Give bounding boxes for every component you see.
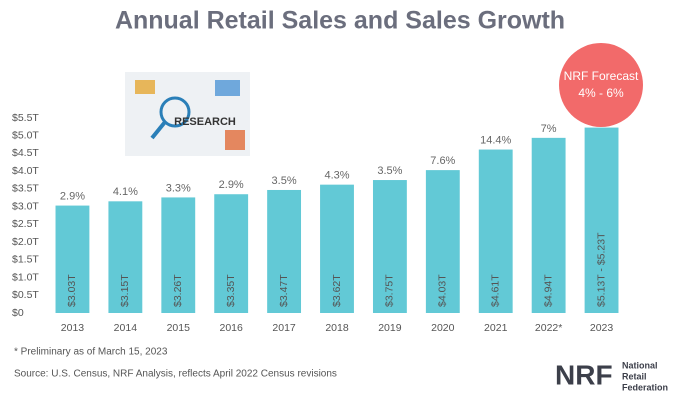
logo-text: National <box>622 360 658 370</box>
x-tick-label: 2015 <box>167 322 191 334</box>
footnote: * Preliminary as of March 15, 2023 <box>14 347 168 358</box>
y-tick-label: $1.0T <box>12 271 39 283</box>
y-tick-label: $5.0T <box>12 130 39 142</box>
y-tick-label: $2.5T <box>12 218 39 230</box>
forecast-badge <box>559 43 643 127</box>
value-label: $4.03T <box>437 274 449 307</box>
value-label: $4.94T <box>542 274 554 307</box>
bar <box>531 137 566 313</box>
value-label: $3.03T <box>66 274 78 307</box>
image-deco <box>215 80 240 96</box>
y-tick-label: $5.5T <box>12 112 39 124</box>
bar <box>161 197 196 313</box>
chart-title: Annual Retail Sales and Sales Growth <box>115 7 565 35</box>
value-label: $3.26T <box>172 274 184 307</box>
bar <box>584 127 619 313</box>
growth-label: 7% <box>541 123 557 135</box>
bar <box>108 201 143 313</box>
growth-label: 14.4% <box>480 134 511 146</box>
growth-label: 4.3% <box>324 170 349 182</box>
x-tick-label: 2018 <box>325 322 349 334</box>
image-handle <box>150 120 167 140</box>
x-tick-label: 2016 <box>220 322 244 334</box>
research-image: RESEARCH <box>125 72 250 156</box>
value-label: $4.61T <box>490 274 502 307</box>
value-label: $3.62T <box>331 274 343 307</box>
growth-label: 2.9% <box>219 179 244 191</box>
growth-label: 3.5% <box>272 175 297 187</box>
image-lens <box>159 96 191 128</box>
forecast-title: NRF Forecast <box>564 69 639 83</box>
image-deco <box>225 130 245 150</box>
source: Source: U.S. Census, NRF Analysis, refle… <box>14 369 337 380</box>
growth-label: 7.6% <box>430 155 455 167</box>
forecast-range: 4% - 6% <box>578 86 624 100</box>
y-tick-label: $3.0T <box>12 200 39 212</box>
logo-mark: NRF <box>555 359 613 390</box>
bar <box>214 194 249 313</box>
logo-text: Retail <box>622 371 647 381</box>
bar <box>478 149 513 313</box>
bar <box>372 180 407 313</box>
value-label: $5.13T - $5.23T <box>595 232 607 307</box>
y-tick-label: $0 <box>12 307 24 319</box>
y-tick-label: $4.0T <box>12 165 39 177</box>
x-tick-label: 2022* <box>535 322 562 334</box>
bar <box>425 170 460 313</box>
y-tick-label: $3.5T <box>12 183 39 195</box>
bar <box>320 184 354 313</box>
logo-text: Federation <box>622 382 668 392</box>
growth-label: 3.5% <box>377 165 402 177</box>
x-tick-label: 2023 <box>590 322 614 334</box>
y-tick-label: $4.5T <box>12 147 39 159</box>
x-tick-label: 2017 <box>272 322 296 334</box>
x-tick-label: 2020 <box>431 322 455 334</box>
y-tick-label: $2.0T <box>12 236 39 248</box>
value-label: $3.15T <box>119 274 131 307</box>
growth-label: 2.9% <box>60 190 85 202</box>
bar <box>55 205 90 313</box>
value-label: $3.47T <box>278 274 290 307</box>
value-label: $3.35T <box>225 274 237 307</box>
bar <box>267 189 302 313</box>
x-tick-label: 2021 <box>484 322 508 334</box>
x-tick-label: 2013 <box>61 322 85 334</box>
image-text: RESEARCH <box>174 116 236 128</box>
image-deco <box>135 80 155 94</box>
x-tick-label: 2019 <box>378 322 402 334</box>
growth-label: 3.3% <box>166 182 191 194</box>
y-tick-label: $1.5T <box>12 254 39 266</box>
value-label: $3.75T <box>384 274 396 307</box>
growth-label: 4.1% <box>113 186 138 198</box>
y-tick-label: $0.5T <box>12 289 39 301</box>
x-tick-label: 2014 <box>114 322 138 334</box>
